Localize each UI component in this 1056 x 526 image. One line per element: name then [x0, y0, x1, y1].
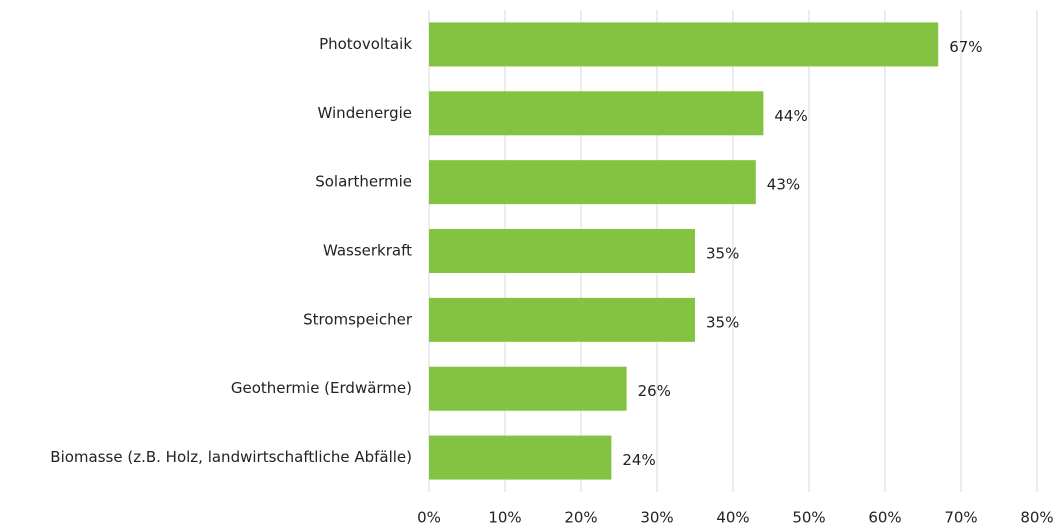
value-label: 35%	[706, 313, 739, 331]
y-tick-label: Geothermie (Erdwärme)	[231, 379, 412, 397]
y-tick-label: Stromspeicher	[303, 310, 413, 328]
x-tick-label: 60%	[868, 509, 901, 526]
x-tick-label: 40%	[716, 509, 749, 526]
value-label: 44%	[774, 107, 807, 125]
bar	[429, 22, 939, 67]
x-tick-label: 70%	[944, 509, 977, 526]
x-tick-label: 50%	[792, 509, 825, 526]
bar	[429, 91, 764, 136]
bar	[429, 366, 627, 411]
y-tick-label: Biomasse (z.B. Holz, landwirtschaftliche…	[50, 448, 412, 466]
value-label: 26%	[638, 382, 671, 400]
y-tick-label: Solarthermie	[315, 173, 412, 191]
bar	[429, 435, 612, 480]
x-tick-label: 0%	[417, 509, 441, 526]
x-tick-label: 20%	[564, 509, 597, 526]
bar	[429, 160, 756, 205]
y-tick-label: Windenergie	[318, 104, 412, 122]
value-label: 24%	[622, 451, 655, 469]
x-tick-label: 10%	[488, 509, 521, 526]
y-tick-label: Wasserkraft	[323, 242, 412, 260]
y-tick-label: Photovoltaik	[319, 35, 412, 53]
x-tick-label: 30%	[640, 509, 673, 526]
bar	[429, 297, 695, 342]
value-label: 35%	[706, 245, 739, 263]
value-label: 43%	[767, 176, 800, 194]
value-label: 67%	[949, 38, 982, 56]
x-tick-label: 80%	[1020, 509, 1053, 526]
bar	[429, 229, 695, 273]
